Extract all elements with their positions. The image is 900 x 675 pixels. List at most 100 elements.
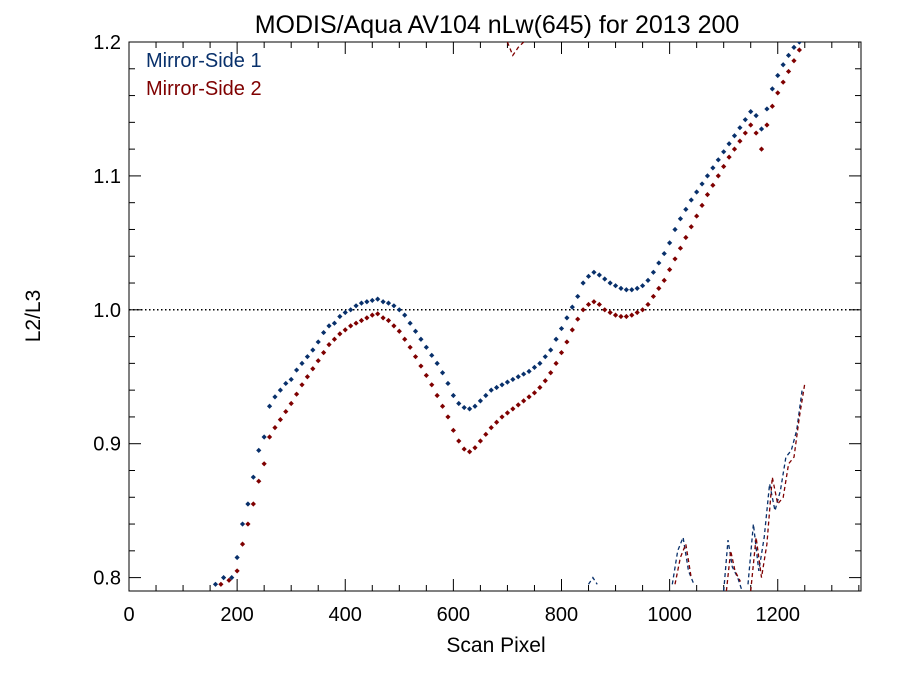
point-mirror-side-2	[515, 402, 521, 408]
point-mirror-side-1	[694, 189, 700, 195]
point-mirror-side-2	[667, 267, 673, 273]
point-mirror-side-1	[677, 216, 684, 222]
point-mirror-side-2	[639, 307, 646, 313]
dashed-line-4	[723, 539, 743, 591]
point-mirror-side-2	[391, 323, 397, 329]
point-mirror-side-2	[396, 328, 402, 334]
point-mirror-side-2	[694, 213, 700, 219]
dashed-line-0	[506, 42, 525, 57]
y-axis-label: L2/L3	[22, 290, 45, 343]
point-mirror-side-1	[639, 283, 646, 289]
chart-title: MODIS/Aqua AV104 nLw(645) for 2013 200	[255, 11, 740, 39]
point-mirror-side-2	[731, 146, 738, 152]
point-mirror-side-1	[293, 367, 300, 373]
point-mirror-side-1	[423, 344, 429, 350]
point-mirror-side-2	[369, 312, 375, 318]
point-mirror-side-1	[683, 206, 689, 212]
point-mirror-side-2	[564, 339, 570, 345]
point-mirror-side-1	[548, 347, 554, 353]
point-mirror-side-1	[764, 106, 770, 112]
point-mirror-side-1	[385, 300, 392, 306]
point-mirror-side-1	[234, 554, 240, 561]
point-mirror-side-2	[226, 577, 232, 583]
point-mirror-side-1	[348, 307, 354, 313]
dashed-line-7	[750, 383, 806, 591]
x-tick-label: 600	[437, 604, 470, 626]
point-mirror-side-2	[445, 414, 451, 420]
point-mirror-side-2	[602, 307, 608, 313]
point-mirror-side-1	[721, 149, 727, 155]
point-mirror-side-2	[456, 438, 462, 444]
point-mirror-side-2	[612, 312, 619, 318]
point-mirror-side-1	[596, 272, 602, 278]
point-mirror-side-1	[612, 283, 619, 289]
point-mirror-side-2	[266, 434, 273, 440]
dashed-line-1	[587, 576, 598, 585]
plot-area: 0 200 400 600 800 1000 1200 0.8 0.9 1.0 1.1 1.2	[93, 32, 862, 626]
point-mirror-side-2	[375, 311, 381, 317]
point-mirror-side-2	[661, 277, 667, 283]
point-mirror-side-2	[450, 427, 456, 433]
point-mirror-side-2	[764, 122, 770, 128]
point-mirror-side-2	[348, 323, 354, 329]
point-mirror-side-2	[531, 390, 538, 396]
point-mirror-side-1	[769, 86, 775, 92]
point-mirror-side-2	[304, 374, 311, 380]
point-mirror-side-2	[780, 79, 786, 85]
point-mirror-side-2	[326, 342, 332, 348]
point-mirror-side-2	[585, 301, 592, 308]
point-mirror-side-1	[450, 392, 456, 399]
point-mirror-side-2	[423, 372, 429, 379]
point-mirror-side-2	[256, 478, 262, 484]
y-tick-label: 1.1	[93, 166, 121, 188]
point-mirror-side-2	[645, 301, 651, 308]
point-mirror-side-1	[715, 157, 721, 163]
point-mirror-side-1	[283, 380, 289, 387]
plot-frame	[128, 41, 862, 592]
point-mirror-side-2	[234, 568, 240, 574]
point-mirror-side-1	[510, 376, 516, 383]
point-mirror-side-1	[742, 117, 748, 123]
point-mirror-side-2	[418, 363, 424, 369]
point-mirror-side-1	[358, 300, 365, 306]
point-mirror-side-2	[721, 163, 727, 170]
point-mirror-side-2	[277, 417, 283, 423]
point-mirror-side-1	[785, 52, 792, 58]
dashed-line-6	[747, 390, 803, 585]
point-mirror-side-1	[396, 307, 402, 313]
point-mirror-side-1	[277, 387, 283, 393]
point-mirror-side-2	[272, 425, 278, 431]
point-mirror-side-1	[731, 133, 738, 139]
point-mirror-side-2	[785, 68, 792, 75]
point-mirror-side-1	[607, 280, 613, 286]
point-mirror-side-2	[796, 47, 802, 53]
point-mirror-side-2	[407, 344, 413, 350]
point-mirror-side-1	[796, 42, 802, 45]
point-mirror-side-1	[629, 287, 635, 293]
point-mirror-side-2	[753, 130, 759, 136]
point-mirror-side-2	[250, 501, 256, 507]
dashed-line-2	[671, 534, 695, 585]
point-mirror-side-1	[585, 273, 592, 279]
legend-entry-mirror-side-1: Mirror-Side 1	[146, 50, 262, 72]
point-mirror-side-2	[261, 461, 267, 467]
point-mirror-side-1	[564, 315, 570, 321]
point-mirror-side-1	[634, 285, 640, 291]
x-tick-label: 400	[329, 604, 362, 626]
point-mirror-side-1	[753, 113, 759, 119]
point-mirror-side-1	[466, 406, 473, 412]
point-mirror-side-1	[791, 44, 797, 50]
point-mirror-side-1	[504, 379, 511, 385]
point-mirror-side-1	[645, 277, 651, 283]
point-mirror-side-2	[293, 391, 300, 397]
point-mirror-side-2	[607, 309, 613, 316]
point-mirror-side-2	[337, 331, 343, 337]
point-mirror-side-1	[591, 269, 597, 275]
point-mirror-side-1	[266, 403, 273, 409]
point-mirror-side-2	[461, 446, 467, 452]
point-mirror-side-2	[499, 414, 505, 420]
point-mirror-side-2	[704, 192, 711, 198]
point-mirror-side-1	[515, 374, 521, 380]
point-mirror-side-1	[412, 328, 419, 334]
point-mirror-side-1	[672, 226, 678, 233]
